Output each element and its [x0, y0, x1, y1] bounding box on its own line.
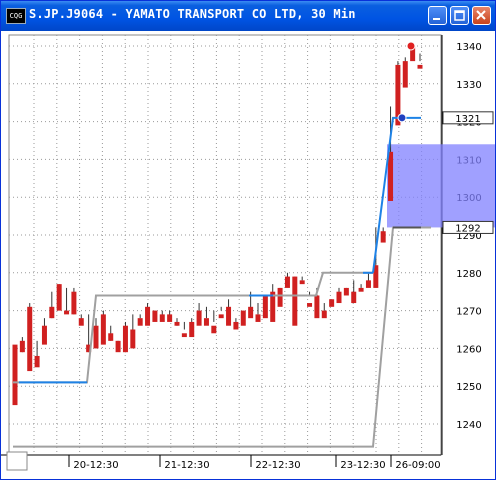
y-tick-label: 1240	[456, 420, 481, 431]
candle-body	[365, 280, 371, 288]
candle-body	[174, 321, 180, 326]
y-tick-label: 1340	[456, 42, 481, 53]
y-tick-label: 1330	[456, 80, 481, 91]
candle-body	[299, 280, 305, 285]
candle-body	[122, 325, 128, 353]
red-star-marker	[406, 41, 416, 51]
cqg-app-icon: CQG	[6, 8, 26, 24]
candle-body	[167, 314, 173, 322]
level-line	[372, 116, 421, 273]
candle-body	[181, 333, 187, 338]
candle-body	[307, 303, 313, 307]
candle-body	[380, 231, 386, 243]
candle-body	[189, 321, 195, 338]
candle-body	[321, 310, 327, 319]
candle-body	[270, 291, 276, 322]
candle-body	[130, 329, 136, 349]
candle-body	[329, 299, 335, 307]
candle-body	[292, 276, 298, 326]
x-tick-label: 22-12:30	[255, 460, 300, 471]
candle-body	[100, 314, 106, 345]
close-icon	[476, 10, 486, 20]
candle-body	[402, 61, 408, 88]
candle-body	[226, 306, 232, 326]
candle-body	[255, 314, 261, 322]
marker-price-tag-box	[442, 220, 494, 234]
x-tick-label: 26-09:00	[395, 460, 440, 471]
candle-body	[351, 291, 357, 304]
candle-body	[152, 310, 158, 322]
candle-body	[86, 344, 92, 353]
candle-body	[27, 306, 33, 372]
candle-body	[395, 64, 401, 126]
candle-body	[49, 306, 55, 319]
candle-body	[145, 306, 151, 326]
candle-body	[410, 46, 416, 62]
candle-body	[284, 276, 290, 288]
candle-body	[417, 64, 423, 69]
candle-body	[71, 291, 77, 315]
candle-body	[78, 318, 84, 326]
last-price-tag-box	[442, 111, 494, 125]
candle-body	[248, 306, 254, 319]
candle-body	[93, 325, 99, 349]
plot-area	[8, 34, 442, 456]
y-tick-label: 1270	[456, 307, 481, 318]
maximize-button[interactable]	[450, 6, 469, 25]
candle-body	[218, 314, 224, 319]
minimize-icon	[433, 18, 440, 20]
x-tick-label: 23-12:30	[340, 460, 385, 471]
candle-body	[211, 325, 217, 334]
blue-star-marker	[397, 113, 407, 123]
candle-body	[41, 325, 47, 345]
candle-body	[358, 287, 364, 292]
price-chart[interactable]: 1240125012601270128012901300131013201330…	[1, 31, 495, 479]
candle-body	[196, 310, 202, 326]
candle-body	[19, 340, 25, 353]
maximize-icon	[454, 10, 465, 21]
candle-body	[277, 287, 283, 307]
candle-body	[12, 344, 18, 406]
corner-box	[6, 451, 28, 471]
candle-body	[34, 355, 40, 368]
candle-body	[373, 265, 379, 288]
y-tick-label: 1290	[456, 231, 481, 242]
candle-body	[64, 310, 70, 315]
candle-body	[159, 314, 165, 322]
close-button[interactable]	[472, 6, 491, 25]
candle-body	[203, 318, 209, 326]
y-tick-label: 1260	[456, 344, 481, 355]
candle-body	[314, 295, 320, 319]
candle-body	[233, 321, 239, 330]
y-tick-label: 1280	[456, 269, 481, 280]
candle-body	[56, 284, 62, 311]
x-tick-label: 21-12:30	[164, 460, 209, 471]
x-tick-label: 20-12:30	[73, 460, 118, 471]
candle-body	[388, 151, 394, 201]
candle-body	[137, 318, 143, 326]
highlight-band	[387, 144, 495, 228]
y-tick-label: 1250	[456, 382, 481, 393]
candle-body	[343, 287, 349, 296]
marker-price-tag-label: 1292	[455, 223, 480, 234]
candle-body	[115, 340, 121, 353]
title-bar[interactable]: CQG S.JP.J9064 - YAMATO TRANSPORT CO LTD…	[1, 1, 495, 31]
candle-body	[336, 291, 342, 304]
candle-body	[262, 295, 268, 319]
candle-body	[240, 310, 246, 326]
window-title: S.JP.J9064 - YAMATO TRANSPORT CO LTD, 30…	[29, 7, 356, 21]
last-price-tag-label: 1321	[455, 114, 480, 125]
candle-body	[108, 333, 114, 341]
minimize-button[interactable]	[428, 6, 447, 25]
